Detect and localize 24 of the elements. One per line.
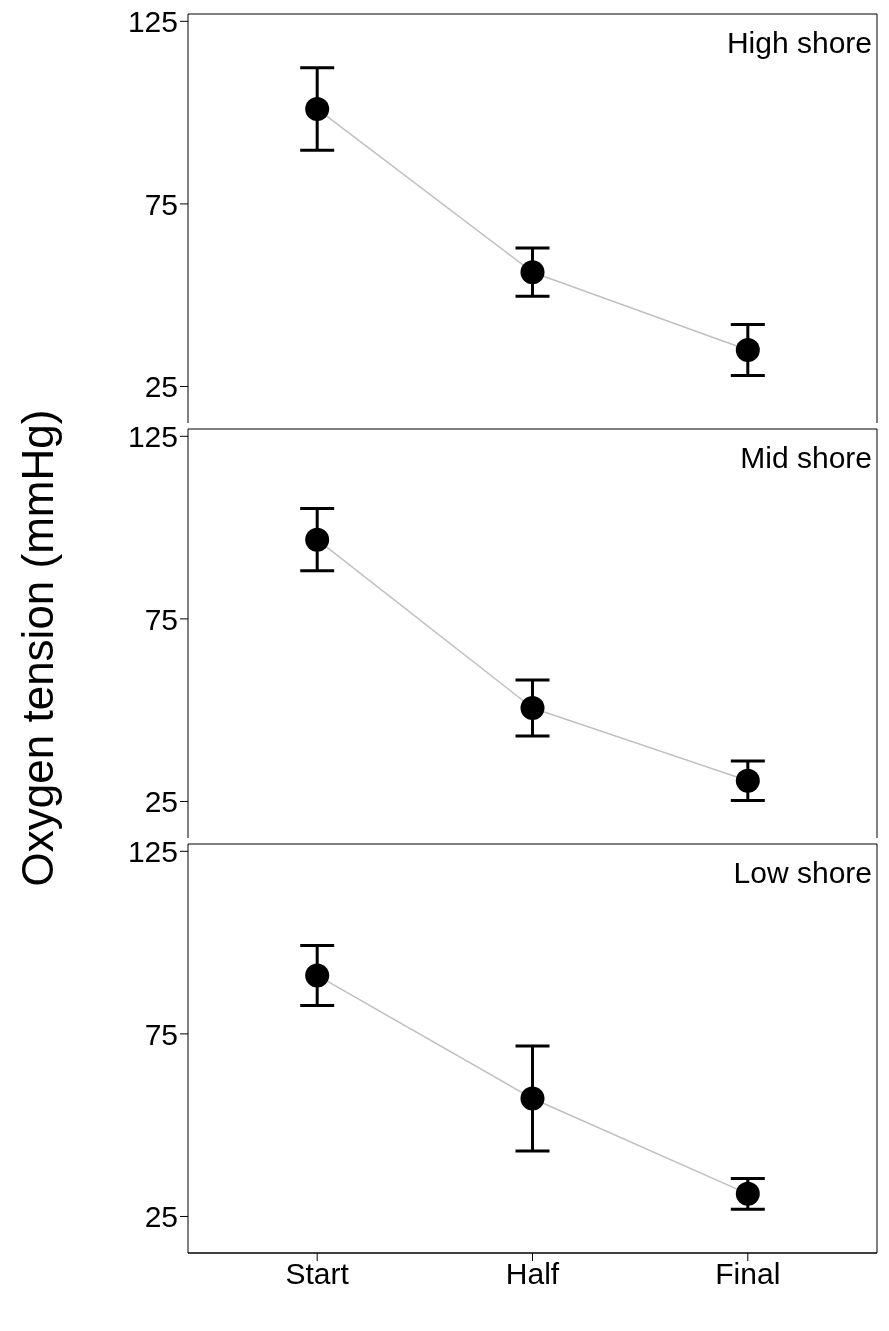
y-tick-label: 125	[127, 419, 178, 453]
chart-title: Mid shore	[740, 441, 872, 475]
y-tick-label: 25	[144, 1200, 178, 1234]
point	[305, 527, 330, 552]
x-tick-label: Half	[505, 1257, 560, 1291]
point	[305, 963, 330, 988]
y-tick-label: 75	[144, 1017, 178, 1051]
x-tick-label: Start	[285, 1257, 350, 1291]
point	[735, 768, 760, 793]
y-tick-label: 25	[144, 370, 178, 404]
point	[735, 337, 760, 362]
point	[520, 260, 545, 285]
y-axis-title: Oxygen tension (mmHg)	[13, 409, 63, 887]
point	[520, 696, 545, 720]
point	[520, 1086, 545, 1111]
y-tick-label: 125	[127, 4, 178, 38]
y-tick-label: 25	[144, 785, 178, 819]
x-tick-label: Final	[715, 1257, 781, 1291]
y-tick-label: 75	[144, 602, 178, 636]
point	[305, 96, 330, 121]
chart-title: High shore	[726, 26, 872, 60]
y-tick-label: 125	[127, 834, 178, 868]
chart-title: Low shore	[733, 856, 872, 890]
y-tick-label: 75	[144, 187, 178, 221]
